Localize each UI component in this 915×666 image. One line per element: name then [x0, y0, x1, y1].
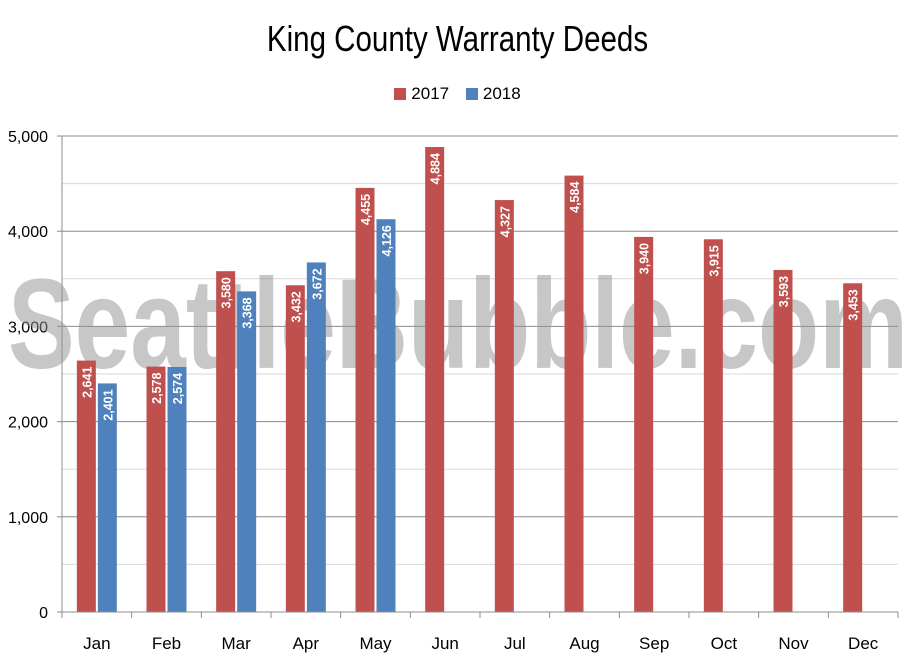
y-tick-label: 4,000	[8, 224, 48, 241]
x-tick-label-apr: Apr	[293, 634, 320, 653]
bar-2017-may	[355, 187, 375, 612]
watermark-text: SeattleBubble.com	[8, 253, 908, 396]
data-label-2017-sep: 3,940	[638, 243, 652, 274]
data-label-2017-aug: 4,584	[568, 182, 582, 213]
legend-item-2018: 2018	[465, 84, 521, 104]
bar-2017-jul	[494, 200, 514, 613]
data-label-2017-oct: 3,915	[707, 245, 721, 276]
bar-2017-feb	[146, 366, 166, 612]
data-label-2017-apr: 3,432	[289, 291, 303, 322]
legend-swatch-2017	[394, 88, 407, 100]
x-tick-label-dec: Dec	[848, 634, 879, 653]
x-tick-label-aug: Aug	[569, 634, 599, 653]
bar-2017-dec	[843, 283, 863, 612]
bar-2017-oct	[703, 239, 723, 613]
bar-2018-may	[376, 219, 396, 612]
bar-2017-apr	[285, 285, 305, 612]
bar-2018-apr	[306, 262, 326, 612]
data-label-2017-nov: 3,593	[777, 276, 791, 307]
data-label-2017-dec: 3,453	[847, 289, 861, 320]
x-tick-label-may: May	[359, 634, 392, 653]
bar-2017-nov	[773, 269, 793, 612]
legend-swatch-2018	[465, 88, 478, 100]
bar-2017-jan	[76, 360, 96, 612]
data-label-2017-jun: 4,884	[429, 153, 443, 184]
bar-2018-mar	[237, 291, 257, 612]
bar-2017-sep	[634, 236, 654, 613]
x-tick-label-nov: Nov	[778, 634, 809, 653]
bar-2017-mar	[216, 271, 236, 612]
data-label-2018-jan: 2,401	[101, 389, 115, 420]
x-tick-label-jun: Jun	[431, 634, 458, 653]
x-tick-label-sep: Sep	[639, 634, 669, 653]
data-label-2018-mar: 3,368	[241, 297, 255, 328]
y-tick-label: 5,000	[8, 129, 48, 146]
x-tick-label-jul: Jul	[504, 634, 526, 653]
y-tick-label: 0	[39, 605, 48, 622]
bar-2017-aug	[564, 175, 584, 612]
legend-item-2017: 2017	[394, 84, 449, 104]
legend-label-2018: 2018	[482, 84, 521, 103]
data-label-2017-mar: 3,580	[220, 277, 234, 308]
data-label-2017-may: 4,455	[359, 194, 373, 225]
y-tick-label: 1,000	[8, 510, 48, 527]
bar-2018-jan	[97, 383, 117, 612]
bar-2018-feb	[167, 366, 187, 612]
legend: 2017 2018	[0, 84, 915, 104]
x-tick-label-feb: Feb	[152, 634, 181, 653]
data-label-2018-apr: 3,672	[310, 268, 324, 299]
data-label-2017-jul: 4,327	[498, 206, 512, 237]
data-label-2017-jan: 2,641	[80, 367, 94, 398]
legend-label-2017: 2017	[411, 84, 450, 103]
chart-title: King County Warranty Deeds	[266, 18, 649, 59]
bar-2017-jun	[425, 147, 445, 612]
x-tick-label-mar: Mar	[222, 634, 252, 653]
y-tick-label: 2,000	[8, 415, 48, 432]
x-tick-label-oct: Oct	[711, 634, 738, 653]
y-tick-label: 3,000	[8, 319, 48, 336]
data-label-2018-may: 4,126	[380, 225, 394, 256]
data-label-2017-feb: 2,578	[150, 373, 164, 404]
x-tick-label-jan: Jan	[83, 634, 110, 653]
data-label-2018-feb: 2,574	[171, 373, 185, 404]
